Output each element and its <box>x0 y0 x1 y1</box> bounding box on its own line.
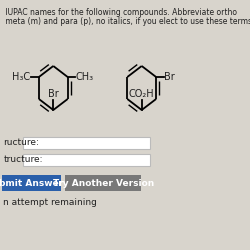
Text: n attempt remaining: n attempt remaining <box>4 198 97 207</box>
Text: Br: Br <box>48 89 59 99</box>
Bar <box>23 154 150 166</box>
Bar <box>66 175 141 191</box>
Bar <box>2 175 61 191</box>
Text: H₃C: H₃C <box>12 72 30 82</box>
Text: IUPAC names for the following compounds. Abbreviate ortho: IUPAC names for the following compounds.… <box>4 8 238 17</box>
Text: meta (m) and para (p), no italics, if you elect to use these terms.: meta (m) and para (p), no italics, if yo… <box>4 17 250 26</box>
Text: Br: Br <box>164 72 175 82</box>
Text: Try Another Version: Try Another Version <box>52 178 154 188</box>
Text: CH₃: CH₃ <box>76 72 94 82</box>
Text: CO₂H: CO₂H <box>129 89 154 99</box>
Bar <box>23 137 150 149</box>
Text: ructure:: ructure: <box>4 138 39 147</box>
Text: bmit Answer: bmit Answer <box>0 178 64 188</box>
Text: tructure:: tructure: <box>4 155 43 164</box>
